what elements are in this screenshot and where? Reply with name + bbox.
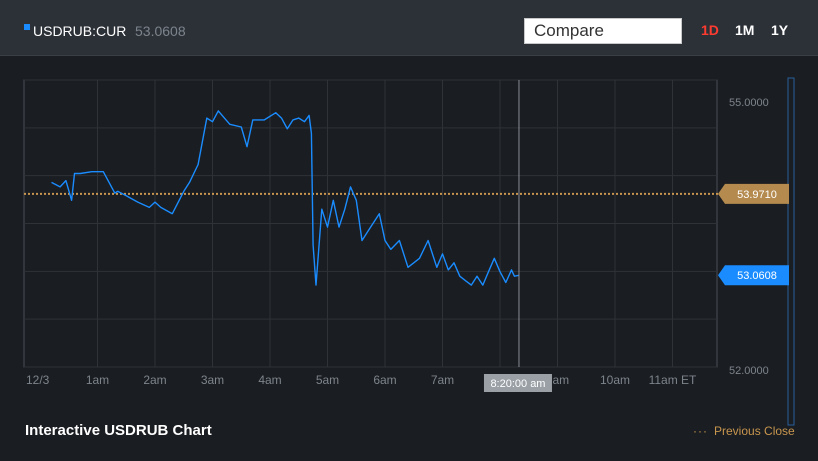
previous-close-tag [718,183,789,204]
x-tick-label: 3am [201,373,224,387]
range-1y-button[interactable]: 1Y [771,22,789,38]
chart-header: USDRUB:CUR 53.0608 Compare 1D 1M 1Y [0,0,818,56]
previous-close-legend-label: Previous Close [714,424,795,438]
series-color-swatch [24,24,30,30]
y-tick-label: 55.0000 [729,97,769,109]
x-tick-label: 6am [373,373,396,387]
x-tick-label: 4am [258,373,281,387]
last-price-value: 53.0608 [737,270,777,282]
previous-close-legend-icon: ··· [693,424,708,438]
x-tick-label: 11am ET [649,373,697,387]
scroll-track[interactable] [787,77,795,426]
last-price-tag [718,265,789,286]
x-tick-label: 10am [600,373,630,387]
x-tick-label: 2am [143,373,166,387]
y-tick-label: 52.0000 [729,365,769,377]
x-tick-label: 7am [431,373,454,387]
previous-close-legend: ··· Previous Close [693,424,795,438]
crosshair-time-label: 8:20:00 am [490,378,545,390]
previous-close-value: 53.9710 [737,189,777,201]
x-tick-label: 1am [86,373,109,387]
ticker-symbol[interactable]: USDRUB:CUR [33,23,127,39]
range-1d-button[interactable]: 1D [701,22,719,38]
x-tick-label: 12/3 [26,373,50,387]
x-tick-label: 5am [316,373,339,387]
chart-title: Interactive USDRUB Chart [25,422,212,439]
compare-input[interactable]: Compare [524,18,682,44]
range-1m-button[interactable]: 1M [735,22,755,38]
crosshair-time-box [483,374,552,392]
ticker-price: 53.0608 [135,23,186,39]
usdrub-series-line [51,110,520,286]
